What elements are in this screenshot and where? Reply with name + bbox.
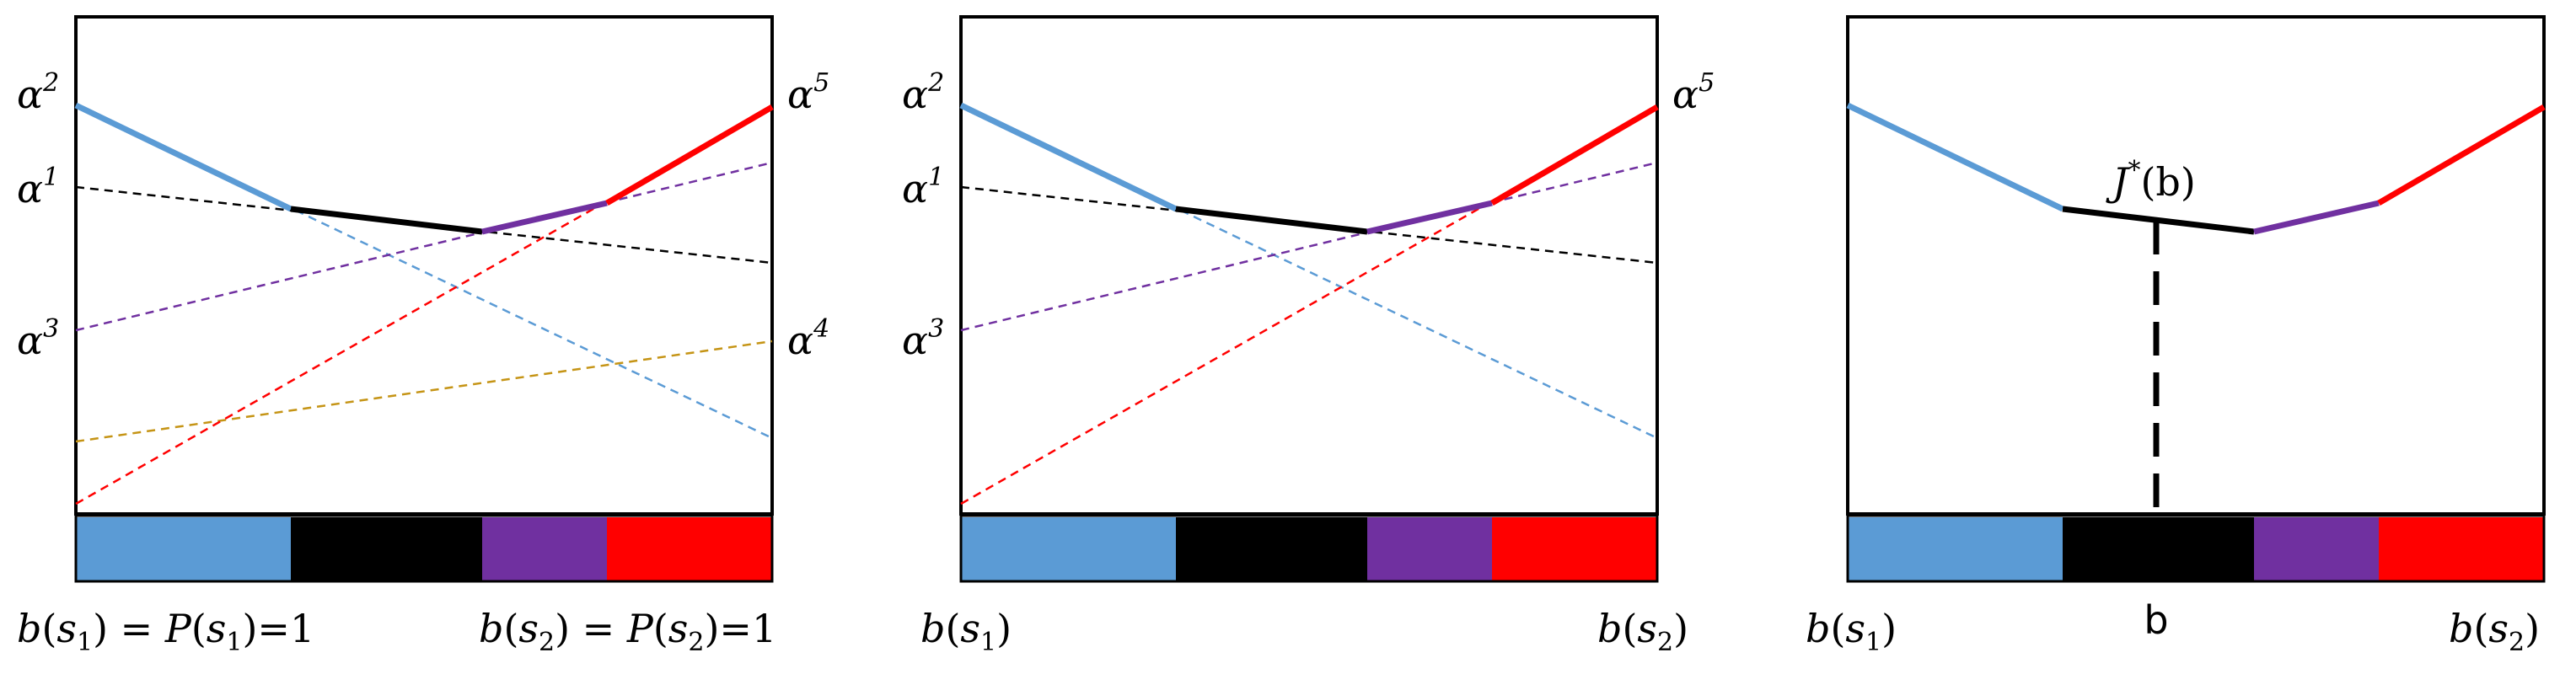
envelope-blue [959,102,1178,212]
alpha2-label: α2 [902,68,944,117]
envelope-red [2377,104,2546,206]
region-bar-black [291,517,482,581]
panel-2: α2 α1 α3 α5 b(s1) b(s2) [902,15,1715,657]
envelope-purple [481,200,608,235]
region-bar-purple [2254,517,2379,581]
panel-3-frame [1846,15,2546,516]
region-bar-blue [1848,517,2063,581]
region-bar-black [2063,517,2254,581]
envelope-blue [74,102,292,212]
envelope-black [2062,206,2255,235]
region-bar-frame [959,514,1659,583]
belief-s1-label: b(s1) [1806,606,1897,657]
region-bar-purple [482,517,607,581]
envelope-black [1175,206,1368,235]
value-function-label: J*(b) [2106,156,2196,205]
envelope-blue [1846,102,2064,212]
alpha3-label: α3 [902,314,944,363]
panel-1-frame [74,15,774,516]
belief-s1-label: b(s1) = P(s1)=1 [17,606,314,657]
envelope-red [1490,104,1659,206]
alpha3-line [75,161,773,332]
belief-s2-label: b(s2) [1597,606,1688,657]
region-bar-purple [1367,517,1492,581]
belief-s2-label: b(s2) = P(s2)=1 [479,606,776,657]
alpha4-label: α4 [787,314,829,363]
alpha5-label: α5 [787,68,829,117]
region-bar-frame [1846,514,2546,583]
envelope-red [605,104,774,206]
alpha3-line [960,161,1658,332]
region-bar-blue [961,517,1176,581]
alpha1-label: α1 [17,163,59,211]
region-bar-black [1176,517,1367,581]
panel-2-frame [959,15,1659,516]
alpha3-label: α3 [17,314,59,363]
panel-1: α2 α1 α3 α4 α5 b(s1) = P(s1)=1 b(s2) = P… [17,15,829,657]
envelope-black [290,206,483,235]
region-bar-red [2379,517,2544,581]
alpha5-line [960,105,1658,506]
belief-b-label: b [2144,597,2168,643]
belief-s2-label: b(s2) [2449,606,2540,657]
panel-3: J*(b) b(s1) b(s2) b [1806,15,2546,657]
envelope-purple [2253,200,2380,235]
alpha5-label: α5 [1672,68,1715,117]
region-bar-frame [74,514,774,583]
envelope-purple [1366,200,1493,235]
alpha1-label: α1 [902,163,944,211]
alpha4-line [75,340,773,443]
region-bar-blue [76,517,291,581]
region-bar-red [1492,517,1657,581]
alpha5-line [75,105,773,506]
alpha2-label: α2 [17,68,59,117]
belief-s1-label: b(s1) [920,606,1012,657]
region-bar-red [607,517,772,581]
